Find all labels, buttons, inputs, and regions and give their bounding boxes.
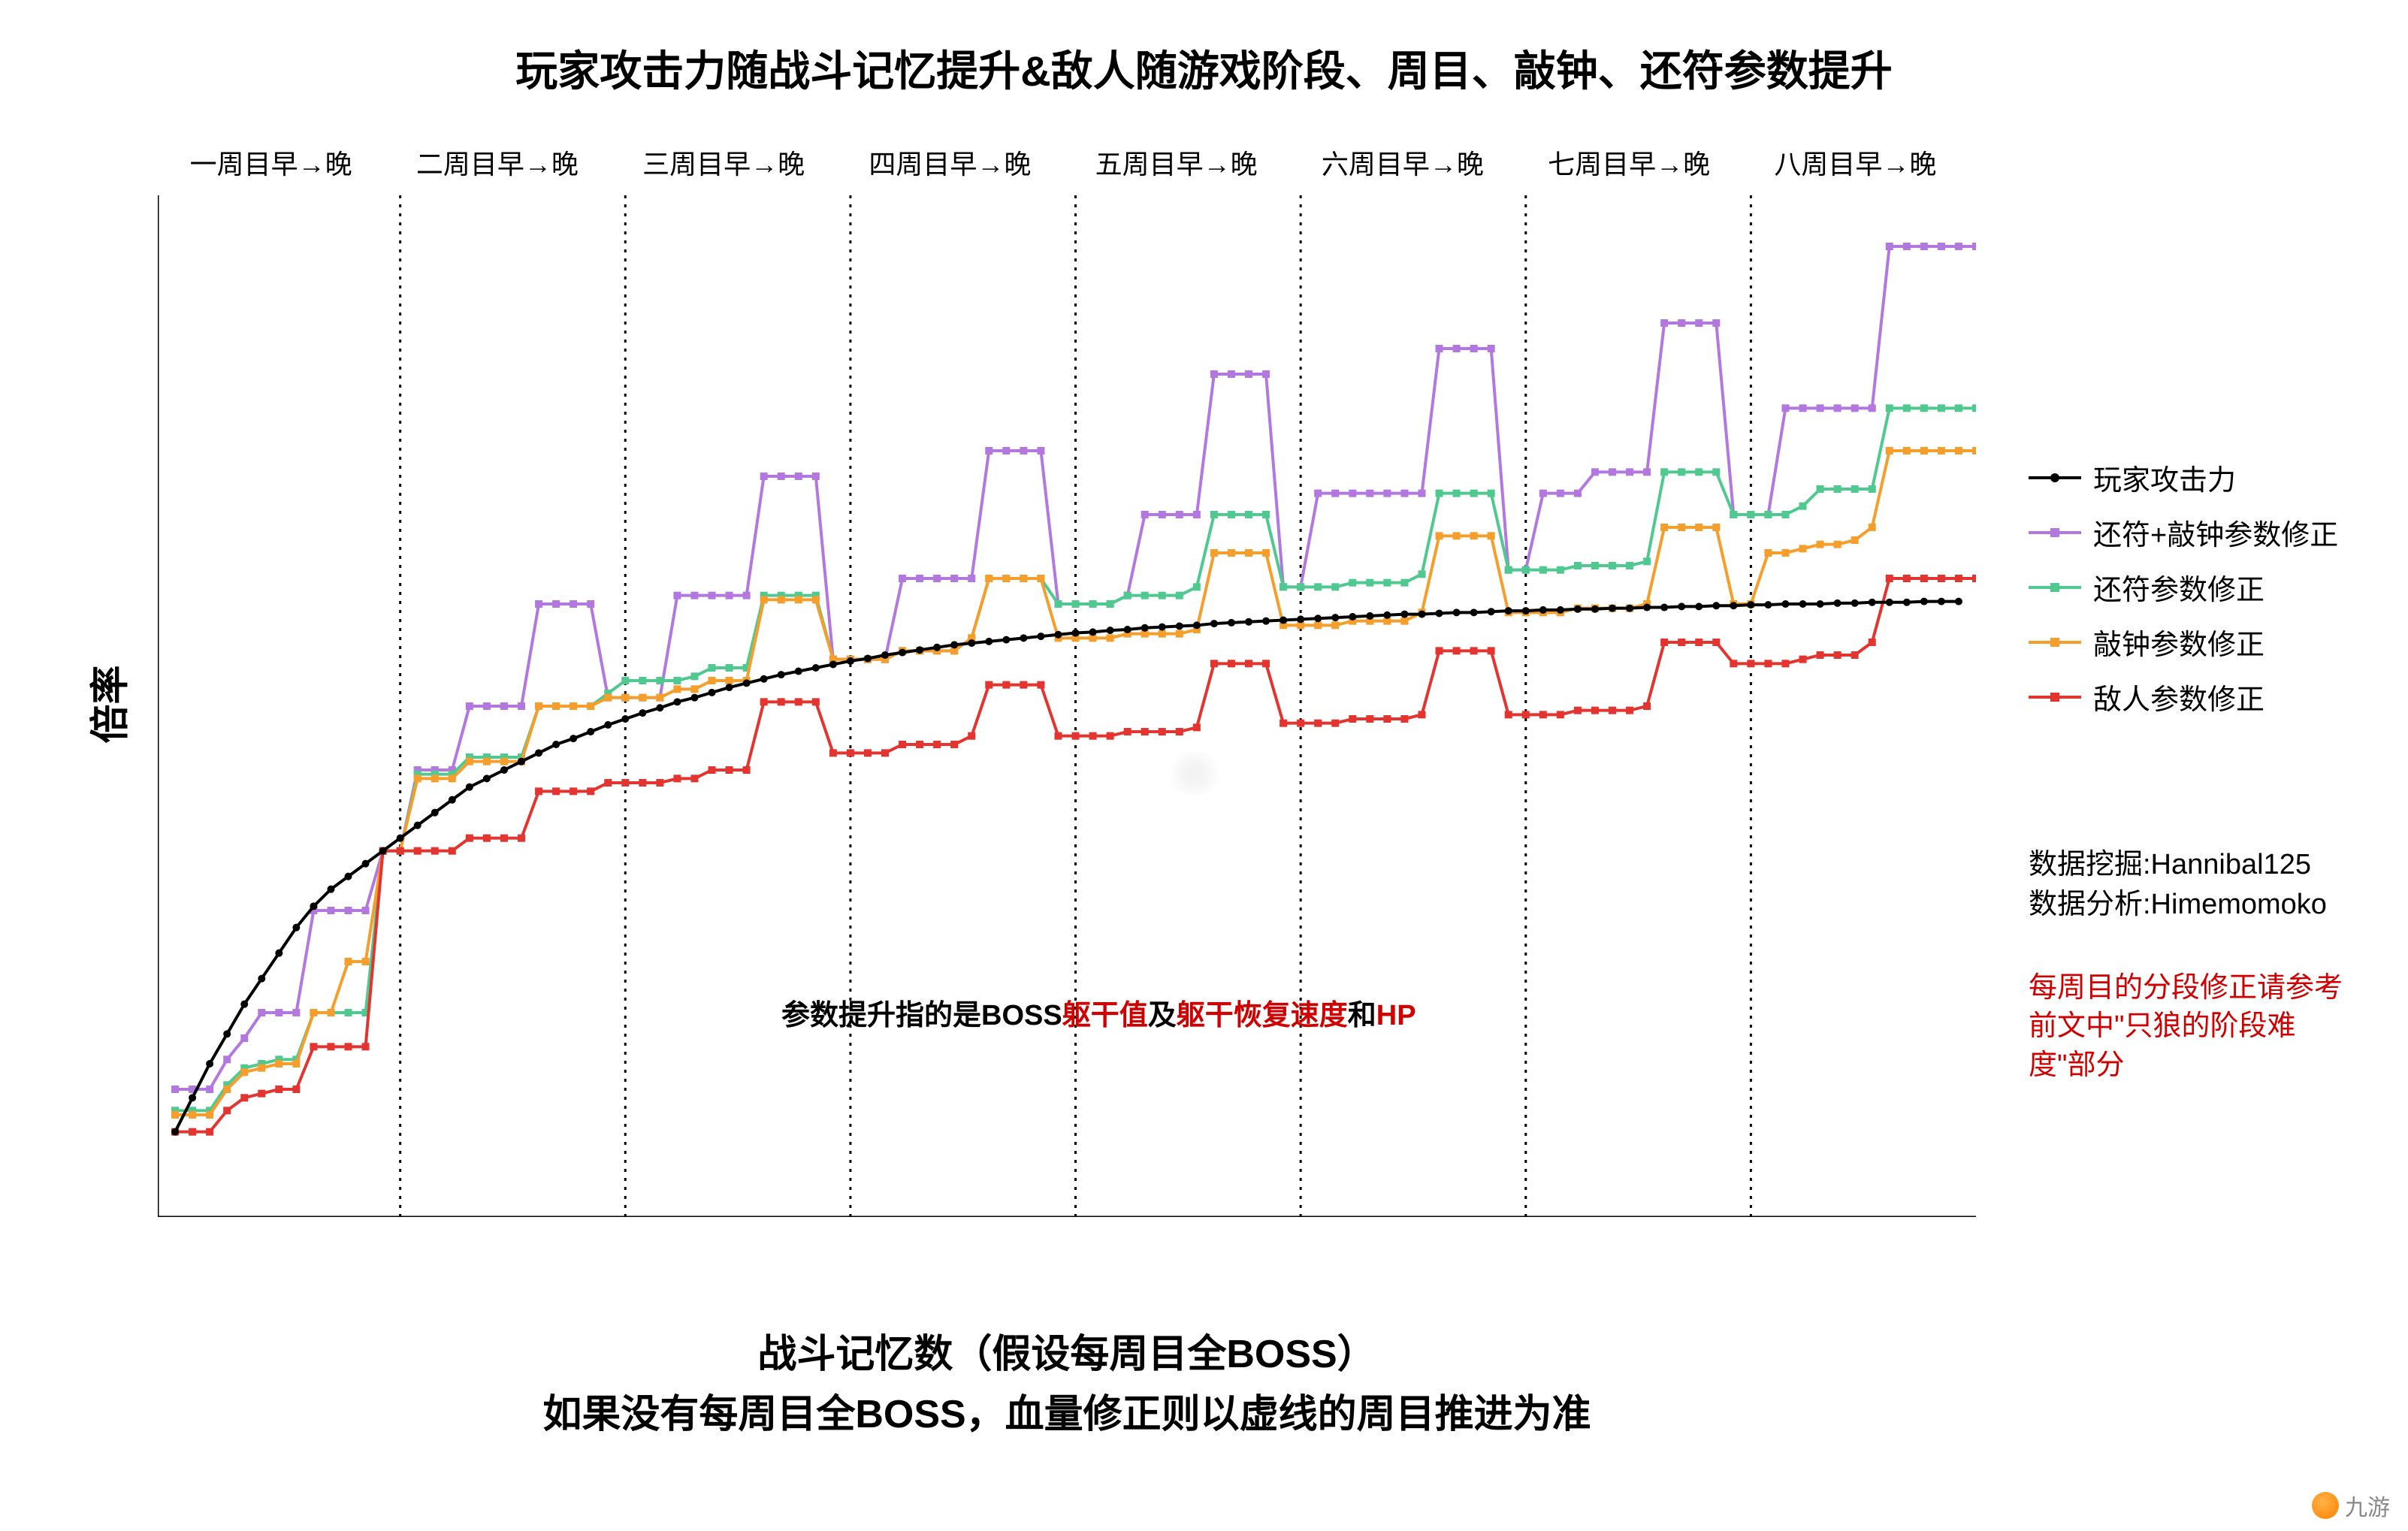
credit-analysis: 数据分析:Himemomoko [2029,885,2327,925]
cycle-label: 二周目早→晚 [384,143,610,182]
legend-item: 还符参数修正 [2029,566,2338,608]
cycle-labels-row: 一周目早→晚 二周目早→晚 三周目早→晚 四周目早→晚 五周目早→晚 六周目早→… [158,143,1968,182]
legend-item: 敲钟参数修正 [2029,621,2338,663]
watermark-icon [2312,1492,2339,1519]
chart-legend: 玩家攻击力还符+敲钟参数修正还符参数修正敲钟参数修正敌人参数修正 [2029,457,2338,731]
legend-label: 还符参数修正 [2093,566,2264,608]
legend-label: 敌人参数修正 [2093,676,2264,717]
cycle-label: 八周目早→晚 [1742,143,1968,182]
cycle-label: 四周目早→晚 [837,143,1063,182]
inline-param-note: 参数提升指的是BOSS躯干值及躯干恢复速度和HP [781,992,1416,1033]
chart-plot-area: 01234567891011120102030405060708090100 [158,195,1976,1217]
chart-svg: 01234567891011120102030405060708090100 [158,195,1976,1217]
cycle-label: 三周目早→晚 [611,143,837,182]
faint-watermark [1165,751,1225,796]
legend-label: 玩家攻击力 [2093,457,2236,498]
red-footnote: 每周目的分段修正请参考前文中"只狼的阶段难度"部分 [2029,969,2359,1085]
cycle-label: 七周目早→晚 [1516,143,1742,182]
cycle-label: 一周目早→晚 [158,143,384,182]
x-axis-label: 战斗记忆数（假设每周目全BOSS） [158,1322,1976,1379]
site-watermark: 九游 [2312,1489,2390,1522]
cycle-label: 五周目早→晚 [1063,143,1289,182]
chart-subtitle: 如果没有每周目全BOSS，血量修正则以虚线的周目推进为准 [158,1382,1976,1439]
chart-title: 玩家攻击力随战斗记忆提升&敌人随游戏阶段、周目、敲钟、还符参数提升 [0,38,2408,98]
credits-block: 数据挖掘:Hannibal125 数据分析:Himemomoko [2029,845,2327,925]
legend-label: 还符+敲钟参数修正 [2093,512,2338,553]
credit-mining: 数据挖掘:Hannibal125 [2029,845,2327,885]
cycle-label: 六周目早→晚 [1289,143,1515,182]
watermark-text: 九游 [2345,1489,2390,1522]
y-axis-label: 倍率 [79,665,135,743]
legend-item: 还符+敲钟参数修正 [2029,512,2338,553]
legend-label: 敲钟参数修正 [2093,621,2264,663]
legend-item: 敌人参数修正 [2029,676,2338,717]
legend-item: 玩家攻击力 [2029,457,2338,498]
